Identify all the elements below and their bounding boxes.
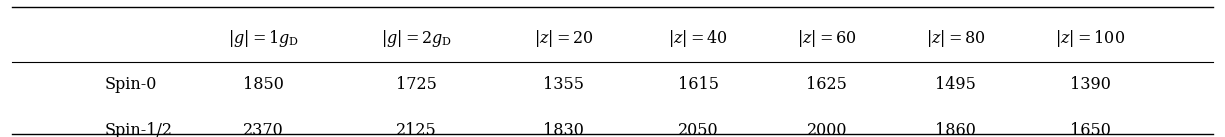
Text: 1495: 1495 bbox=[935, 76, 976, 93]
Text: $|z| = 20$: $|z| = 20$ bbox=[534, 28, 593, 49]
Text: 1355: 1355 bbox=[543, 76, 584, 93]
Text: $|z| = 60$: $|z| = 60$ bbox=[797, 28, 856, 49]
Text: $|z| = 100$: $|z| = 100$ bbox=[1055, 28, 1126, 49]
Text: $|z| = 40$: $|z| = 40$ bbox=[669, 28, 728, 49]
Text: 1650: 1650 bbox=[1069, 122, 1111, 137]
Text: 2000: 2000 bbox=[806, 122, 848, 137]
Text: $|z| = 80$: $|z| = 80$ bbox=[926, 28, 985, 49]
Text: 1860: 1860 bbox=[935, 122, 976, 137]
Text: 1830: 1830 bbox=[543, 122, 584, 137]
Text: $|g| = 1g_{\mathrm{D}}$: $|g| = 1g_{\mathrm{D}}$ bbox=[228, 28, 299, 49]
Text: 1390: 1390 bbox=[1069, 76, 1111, 93]
Text: Spin-1/2: Spin-1/2 bbox=[104, 122, 173, 137]
Text: 1850: 1850 bbox=[243, 76, 284, 93]
Text: 1725: 1725 bbox=[396, 76, 437, 93]
Text: $|g| = 2g_{\mathrm{D}}$: $|g| = 2g_{\mathrm{D}}$ bbox=[381, 28, 452, 49]
Text: 1615: 1615 bbox=[677, 76, 719, 93]
Text: 1625: 1625 bbox=[806, 76, 848, 93]
Text: Spin-0: Spin-0 bbox=[104, 76, 157, 93]
Text: 2370: 2370 bbox=[243, 122, 284, 137]
Text: 2050: 2050 bbox=[677, 122, 719, 137]
Text: 2125: 2125 bbox=[396, 122, 437, 137]
